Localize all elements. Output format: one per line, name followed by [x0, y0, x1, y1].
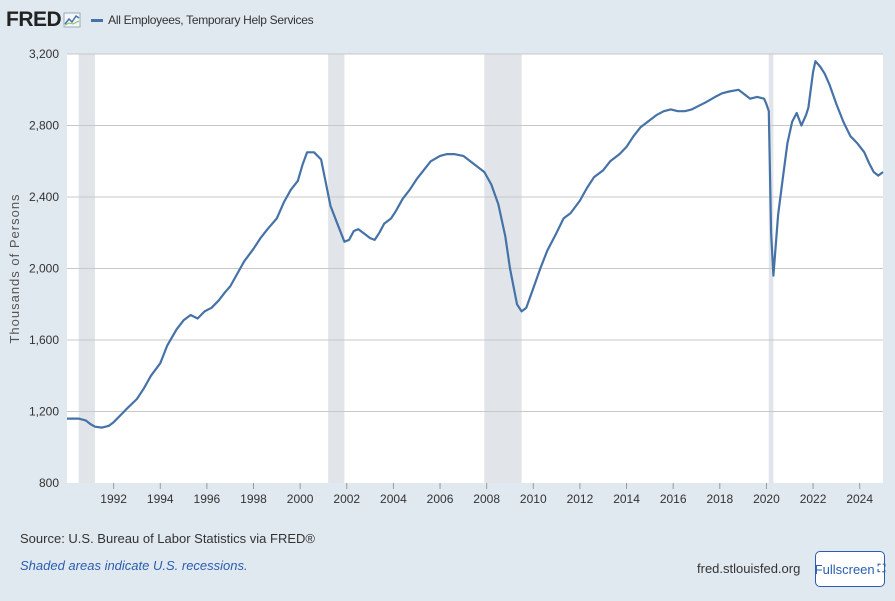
- y-tick-label: 2,000: [29, 262, 59, 276]
- x-tick-label: 2010: [520, 492, 547, 506]
- chart-header: FRED All Employees, Temporary Help Servi…: [6, 8, 314, 32]
- x-tick-label: 2020: [753, 492, 780, 506]
- x-tick-label: 2016: [660, 492, 687, 506]
- y-axis-ticks: 800 1,200 1,600 2,000 2,400 2,800 3,200: [29, 47, 59, 490]
- y-axis-label: Thousands of Persons: [7, 193, 22, 343]
- source-text: Source: U.S. Bureau of Labor Statistics …: [20, 531, 315, 546]
- x-tick-label: 1992: [100, 492, 127, 506]
- fullscreen-label: Fullscreen: [814, 561, 875, 577]
- x-tick-label: 1998: [240, 492, 267, 506]
- y-tick-label: 800: [39, 476, 59, 490]
- x-tick-label: 2000: [287, 492, 314, 506]
- y-tick-label: 2,400: [29, 190, 59, 204]
- y-tick-label: 1,600: [29, 333, 59, 347]
- site-url[interactable]: fred.stlouisfed.org: [697, 561, 801, 576]
- fullscreen-button[interactable]: Fullscreen ⛶: [815, 551, 885, 587]
- chart-graph-icon: [63, 12, 81, 28]
- fred-logo[interactable]: FRED: [6, 8, 62, 31]
- y-tick-label: 3,200: [29, 47, 59, 61]
- legend-line-swatch: [91, 18, 104, 22]
- x-tick-label: 2022: [800, 492, 827, 506]
- legend-series-label: All Employees, Temporary Help Services: [108, 13, 314, 27]
- expand-icon: ⛶: [877, 562, 886, 575]
- recession-note: Shaded areas indicate U.S. recessions.: [20, 558, 248, 573]
- y-tick-label: 1,200: [29, 405, 59, 419]
- x-tick-label: 1996: [194, 492, 221, 506]
- series-line-temp-help-services[interactable]: [67, 60, 884, 429]
- x-tick-label: 2008: [473, 492, 500, 506]
- x-tick-label: 2014: [613, 492, 640, 506]
- y-tick-label: 2,800: [29, 119, 59, 133]
- x-axis-ticks: 1992 1994 1996 1998 2000 2002 2004 2006 2008 2010…: [100, 483, 873, 506]
- x-tick-label: 1994: [147, 492, 174, 506]
- x-tick-label: 2006: [427, 492, 454, 506]
- x-tick-label: 2002: [333, 492, 360, 506]
- x-tick-label: 2004: [380, 492, 407, 506]
- x-tick-label: 2024: [846, 492, 873, 506]
- x-tick-label: 2018: [706, 492, 733, 506]
- grid-lines: [67, 53, 883, 412]
- x-tick-label: 2012: [567, 492, 594, 506]
